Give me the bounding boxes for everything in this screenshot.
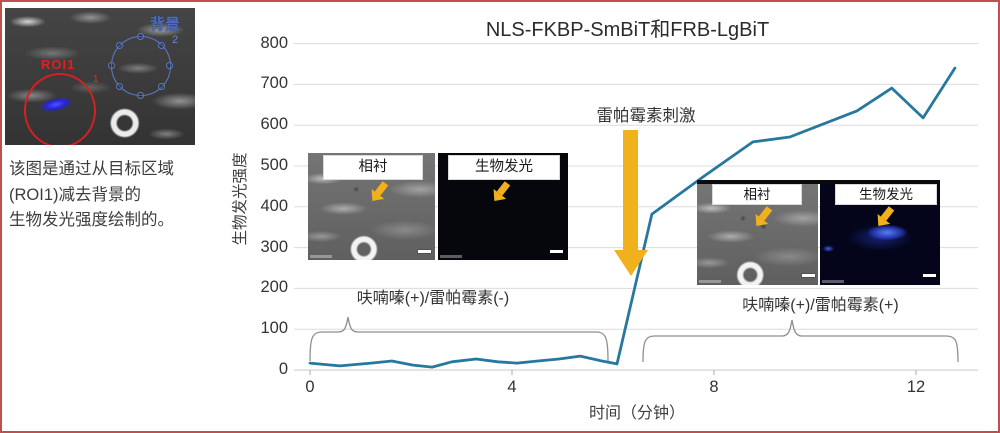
roi-handle[interactable] (116, 42, 123, 49)
y-tick-label: 100 (260, 319, 288, 338)
stimulation-annotation: 雷帕霉素刺激 (596, 107, 696, 125)
chart-title: NLS-FKBP-SmBiT和FRB-LgBiT (485, 19, 770, 41)
roi-handle[interactable] (158, 42, 165, 49)
x-tick-label: 8 (709, 378, 719, 396)
y-tick-label: 300 (260, 237, 288, 256)
roi-handle[interactable] (137, 33, 144, 40)
brace-right (642, 319, 959, 363)
roi1-label: ROI1 (41, 57, 76, 72)
x-tick-label: 0 (305, 378, 315, 396)
brace-left (309, 316, 609, 362)
scale-bar (550, 250, 563, 253)
phase-contrast-label: 相衬 (712, 184, 802, 205)
roi-handle[interactable] (166, 62, 173, 69)
y-tick-label: 600 (260, 115, 288, 134)
inset-top-border (697, 180, 940, 184)
timestamp-mark (699, 280, 721, 283)
inset-before-stimulation: 相衬 生物发光 (308, 153, 568, 260)
scale-bar (923, 274, 936, 277)
microscopy-overview-image: ROI1 1 背景 2 (5, 8, 195, 145)
roi-handle[interactable] (137, 92, 144, 99)
scale-bar (418, 250, 431, 253)
bioluminescence-label: 生物发光 (448, 155, 560, 180)
bioluminescence-label: 生物发光 (835, 184, 937, 205)
scale-bar (802, 274, 815, 277)
caption-text: 该图是通过从目标区域 (ROI1)减去背景的 生物发光强度绘制的。 (9, 157, 227, 234)
y-tick-label: 0 (278, 360, 288, 378)
condition-label-right: 呋喃嗪(+)/雷帕霉素(+) (742, 297, 899, 314)
phase-contrast-label: 相衬 (323, 155, 423, 180)
background-number: 2 (172, 34, 179, 46)
timestamp-mark (822, 280, 844, 283)
y-tick-label: 500 (260, 156, 288, 174)
y-tick-label: 200 (260, 278, 288, 297)
roi1-number: 1 (93, 74, 99, 85)
y-tick-label: 700 (260, 74, 288, 93)
y-axis-title: 生物发光强度 (232, 152, 249, 246)
roi-handle[interactable] (116, 83, 123, 90)
caption-line: (ROI1)减去背景的 (9, 185, 141, 204)
y-tick-label: 800 (260, 33, 288, 52)
roi-handle[interactable] (158, 83, 165, 90)
y-tick-label: 400 (260, 196, 288, 215)
caption-line: 该图是通过从目标区域 (9, 160, 174, 178)
roi1-circle (24, 73, 96, 145)
timestamp-mark (440, 255, 462, 258)
roi-handle[interactable] (108, 62, 115, 69)
caption-line: 生物发光强度绘制的。 (9, 211, 174, 229)
condition-label-left: 呋喃嗪(+)/雷帕霉素(-) (356, 290, 510, 307)
inset-after-stimulation: 相衬 生物发光 (697, 180, 940, 285)
x-tick-label: 4 (507, 378, 517, 396)
x-axis-title: 时间（分钟） (588, 405, 685, 422)
stimulation-arrow-head (614, 250, 648, 276)
stimulation-arrow (623, 130, 638, 251)
x-tick-label: 12 (906, 378, 926, 396)
bioluminescence-line-series (308, 66, 957, 369)
background-label: 背景 (150, 16, 181, 33)
timestamp-mark (310, 255, 332, 258)
